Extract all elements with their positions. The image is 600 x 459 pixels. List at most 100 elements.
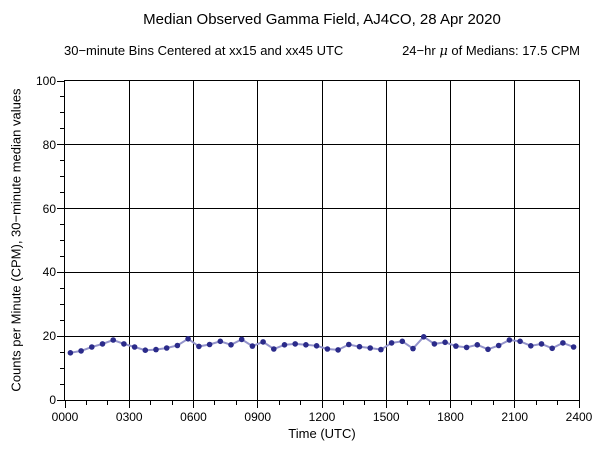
plot-area: 0000 0300 0600 0900 1200 1500 1800 2100 2400 0 20 4… — [36, 74, 592, 424]
x-minor-tick — [407, 401, 409, 405]
y-minor-tick — [60, 128, 64, 130]
y-minor-tick — [60, 255, 64, 257]
data-point — [388, 340, 395, 346]
data-point — [442, 339, 448, 346]
y-tick-label: 0 — [49, 393, 56, 407]
x-major-tick — [321, 401, 323, 408]
data-point — [324, 346, 331, 352]
x-minor-tick — [235, 401, 237, 405]
y-major-tick — [57, 80, 64, 82]
data-point — [367, 345, 374, 351]
data-point — [238, 336, 245, 343]
data-point — [153, 346, 159, 353]
x-tick-label: 2400 — [565, 410, 593, 424]
y-minor-tick — [60, 351, 64, 353]
y-tick-label: 100 — [35, 74, 56, 88]
data-point — [517, 338, 523, 345]
gridline-horizontal — [65, 271, 579, 273]
x-tick-label: 1200 — [308, 410, 336, 424]
data-point — [485, 346, 491, 353]
gridline-vertical — [450, 81, 451, 400]
data-point — [110, 337, 116, 343]
x-major-tick — [578, 401, 580, 408]
gridline-vertical — [385, 81, 387, 400]
data-point — [142, 347, 149, 354]
x-tick-label: 0300 — [115, 410, 143, 424]
data-point — [474, 342, 481, 348]
y-tick-label: 20 — [42, 329, 56, 344]
data-point — [163, 345, 170, 351]
x-minor-tick — [300, 401, 302, 405]
x-major-tick — [385, 401, 387, 408]
data-point — [410, 345, 416, 352]
data-point — [399, 338, 406, 345]
x-major-tick — [64, 401, 66, 408]
data-point — [549, 345, 555, 352]
gridline-vertical — [321, 81, 323, 400]
x-minor-tick — [364, 401, 366, 405]
data-point — [67, 350, 74, 356]
x-tick-label: 2100 — [501, 410, 529, 424]
x-major-tick — [128, 401, 130, 408]
subtitle-mean: 24−hr μ of Medians: 17.5 CPM — [402, 43, 580, 59]
y-minor-tick — [60, 96, 64, 98]
y-major-tick — [57, 335, 64, 337]
subtitle-mean-prefix: 24−hr — [402, 43, 440, 58]
x-tick-label: 0600 — [180, 410, 207, 424]
data-point — [89, 344, 95, 350]
data-point — [292, 341, 298, 347]
data-point — [78, 348, 84, 354]
data-point — [99, 341, 106, 347]
gridline-horizontal — [65, 208, 579, 210]
data-point — [463, 344, 470, 351]
gridline-vertical — [257, 81, 259, 400]
subtitle-bins: 30−minute Bins Centered at xx15 and xx45… — [64, 43, 344, 58]
data-point — [431, 341, 438, 347]
y-minor-tick — [60, 160, 64, 162]
data-point — [506, 337, 513, 343]
data-point — [560, 340, 566, 346]
gridline-vertical — [514, 81, 516, 400]
y-minor-tick — [60, 224, 64, 226]
data-point — [335, 347, 341, 353]
gridline-horizontal — [65, 335, 579, 337]
y-tick-label: 60 — [42, 201, 56, 216]
data-point — [217, 338, 224, 345]
data-point — [249, 343, 256, 349]
y-minor-tick — [60, 287, 64, 289]
data-point — [281, 342, 288, 348]
gridline-vertical — [193, 81, 194, 400]
y-major-tick — [57, 208, 64, 210]
y-tick-label: 40 — [42, 265, 56, 280]
gridline-vertical — [128, 81, 130, 400]
data-point — [206, 341, 213, 348]
y-major-tick — [57, 399, 64, 401]
x-axis-label: Time (UTC) — [288, 426, 356, 441]
data-point — [453, 343, 459, 349]
x-major-tick — [257, 401, 259, 408]
data-point — [528, 343, 534, 349]
x-minor-tick — [492, 401, 494, 405]
mu-symbol: μ — [439, 44, 448, 59]
y-axis-label: Counts per Minute (CPM), 30−minute media… — [8, 88, 24, 392]
data-point — [196, 343, 202, 350]
data-point — [313, 343, 320, 349]
x-minor-tick — [85, 401, 87, 405]
y-minor-tick — [60, 112, 64, 114]
data-point — [538, 341, 545, 347]
gridline-horizontal — [65, 144, 579, 146]
y-major-tick — [57, 144, 64, 146]
data-point — [570, 344, 577, 350]
data-point — [303, 342, 309, 348]
x-tick-label: 0900 — [244, 410, 272, 424]
x-tick-label: 0000 — [51, 410, 79, 424]
y-minor-tick — [60, 303, 64, 305]
x-minor-tick — [342, 401, 344, 405]
x-minor-tick — [171, 401, 173, 405]
data-point — [378, 346, 384, 353]
data-point — [228, 342, 234, 348]
data-point — [495, 342, 502, 349]
x-major-tick — [193, 401, 194, 408]
x-minor-tick — [214, 401, 216, 405]
x-minor-tick — [557, 401, 559, 405]
